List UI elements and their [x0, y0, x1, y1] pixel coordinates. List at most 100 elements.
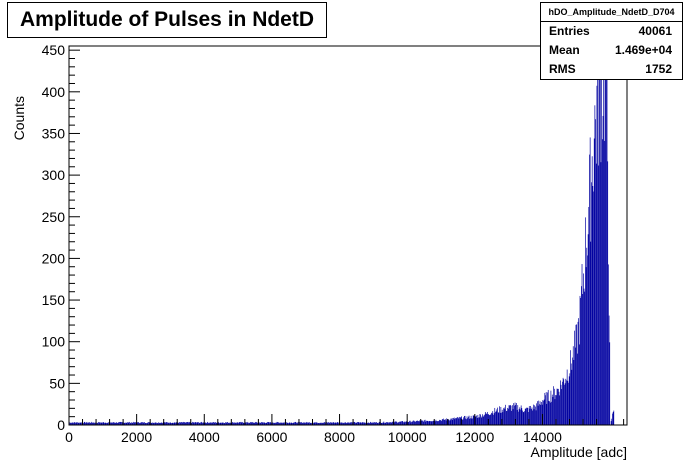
y-tick-label: 350: [42, 125, 66, 141]
histogram-bin: [480, 417, 482, 425]
histogram-bin: [523, 412, 525, 425]
histogram-bin: [430, 421, 432, 425]
histogram-bin: [486, 411, 488, 425]
histogram-bin: [566, 369, 568, 425]
histogram-bin: [224, 423, 226, 425]
histogram-bin: [356, 422, 358, 425]
histogram-bin: [580, 297, 582, 425]
histogram-bin: [576, 324, 577, 425]
histogram-bin: [545, 395, 546, 425]
histogram-bin: [431, 421, 433, 425]
histogram-bin: [162, 423, 164, 425]
histogram-bin: [547, 389, 549, 425]
histogram-bin: [91, 421, 92, 425]
histogram-bin: [326, 422, 328, 425]
histogram-bin: [593, 191, 594, 425]
histogram-bin: [194, 422, 196, 425]
stats-histogram-name: hDO_Amplitude_NdetD_D704: [541, 3, 682, 22]
histogram-bars: [69, 2, 615, 426]
histogram-bin: [75, 422, 77, 425]
histogram-bin: [303, 423, 305, 425]
histogram-bin: [158, 422, 159, 425]
histogram-bin: [340, 422, 341, 425]
histogram-bin: [140, 422, 142, 425]
histogram-bin: [518, 411, 519, 425]
histogram-bin: [574, 347, 576, 425]
histogram-bin: [196, 422, 198, 425]
x-tick-label: 6000: [256, 429, 287, 445]
histogram-bin: [278, 422, 279, 425]
histogram-bin: [103, 422, 105, 425]
histogram-bin: [457, 417, 459, 425]
histogram-bin: [198, 423, 200, 425]
stats-value: 1.469e+04: [614, 43, 672, 57]
histogram-bin: [391, 421, 393, 425]
histogram-bin: [179, 422, 181, 425]
histogram-bin: [170, 423, 172, 425]
histogram-bin: [213, 422, 215, 425]
histogram-bin: [107, 422, 109, 425]
histogram-bin: [157, 423, 159, 425]
histogram-bin: [269, 422, 271, 425]
histogram-bin: [200, 421, 202, 425]
histogram-bin: [159, 422, 161, 425]
histogram-bin: [104, 422, 105, 425]
histogram-bin: [511, 410, 513, 425]
stats-row-entries: Entries 40061: [541, 22, 682, 41]
histogram-bin: [562, 381, 563, 425]
histogram-bin: [121, 422, 123, 425]
histogram-bin: [222, 422, 224, 425]
histogram-bin: [227, 422, 228, 425]
histogram-bin: [241, 421, 243, 425]
histogram-bin: [171, 423, 172, 425]
histogram-bin: [75, 422, 76, 425]
histogram-bin: [478, 417, 480, 425]
x-tick-label: 0: [65, 429, 73, 445]
histogram-bin: [116, 422, 118, 425]
histogram-bin: [218, 422, 220, 425]
histogram-bin: [152, 422, 153, 425]
histogram-bin: [250, 422, 252, 425]
histogram-bin: [332, 422, 334, 425]
histogram-bin: [289, 422, 291, 425]
histogram-bin: [592, 185, 594, 425]
histogram-bin: [280, 422, 282, 425]
histogram-bin: [282, 422, 284, 425]
histogram-bin: [388, 422, 389, 425]
histogram-bin: [589, 154, 590, 425]
histogram-bin: [89, 422, 91, 425]
histogram-bin: [357, 421, 358, 425]
y-tick-label: 250: [42, 209, 66, 225]
histogram-bin: [560, 384, 562, 425]
histogram-bin: [234, 422, 236, 425]
histogram-bin: [369, 423, 370, 425]
histogram-bin: [234, 422, 235, 425]
histogram-bin: [186, 422, 188, 425]
histogram-bin: [516, 409, 518, 425]
histogram-bin: [477, 414, 479, 425]
histogram-bin: [295, 422, 297, 425]
histogram-bin: [196, 422, 197, 425]
histogram-bin: [522, 411, 524, 425]
histogram-bin: [373, 422, 375, 425]
histogram-bin: [243, 423, 245, 425]
histogram-bin: [419, 420, 421, 425]
histogram-bin: [579, 295, 581, 425]
y-tick-label: 200: [42, 250, 66, 266]
stats-label: Entries: [549, 24, 590, 38]
histogram-bin: [317, 422, 318, 425]
histogram-bin: [255, 421, 257, 425]
histogram-bin: [165, 422, 166, 425]
histogram-bin: [505, 404, 506, 425]
histogram-bin: [106, 423, 108, 425]
histogram-bin: [377, 422, 379, 425]
histogram-bin: [384, 422, 386, 425]
histogram-bin: [300, 421, 302, 425]
histogram-bin: [491, 412, 492, 425]
histogram-bin: [175, 422, 176, 425]
histogram-bin: [464, 416, 465, 425]
histogram-bin: [598, 72, 600, 426]
histogram-bin: [236, 422, 237, 425]
histogram-bin: [358, 422, 360, 425]
histogram-bin: [120, 421, 122, 425]
